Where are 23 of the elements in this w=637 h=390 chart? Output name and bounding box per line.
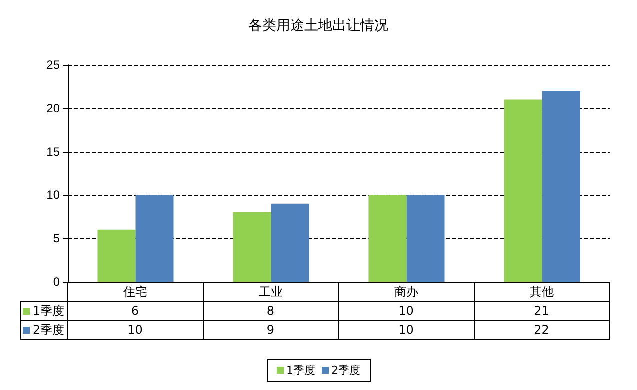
- y-tick-label: 25: [46, 58, 60, 72]
- x-tick-label: 商办: [338, 282, 474, 302]
- x-tick-label: 住宅: [68, 282, 203, 302]
- data-label: 21: [474, 302, 610, 320]
- data-label: 8: [203, 302, 338, 320]
- y-tick-label: 15: [46, 144, 60, 159]
- chart-title: 各类用途土地出让情况: [248, 18, 388, 34]
- data-label: 10: [338, 302, 474, 320]
- data-label: 10: [68, 320, 203, 340]
- y-tick-label: 5: [53, 232, 60, 246]
- data-label: 10: [338, 320, 474, 340]
- y-tick-label: 0: [53, 275, 60, 289]
- text: 1季度: [286, 364, 316, 377]
- legend-label: 2季度: [20, 320, 68, 340]
- legend-label: 1季度: [20, 302, 68, 320]
- data-label: 6: [68, 302, 203, 320]
- x-tick-label: 工业: [203, 282, 338, 302]
- data-label: 22: [474, 320, 610, 340]
- y-tick-label: 10: [46, 188, 60, 202]
- y-tick-label: 20: [46, 101, 60, 116]
- data-label: 9: [203, 320, 338, 340]
- x-tick-label: 其他: [474, 282, 610, 302]
- text: 2季度: [332, 364, 360, 377]
